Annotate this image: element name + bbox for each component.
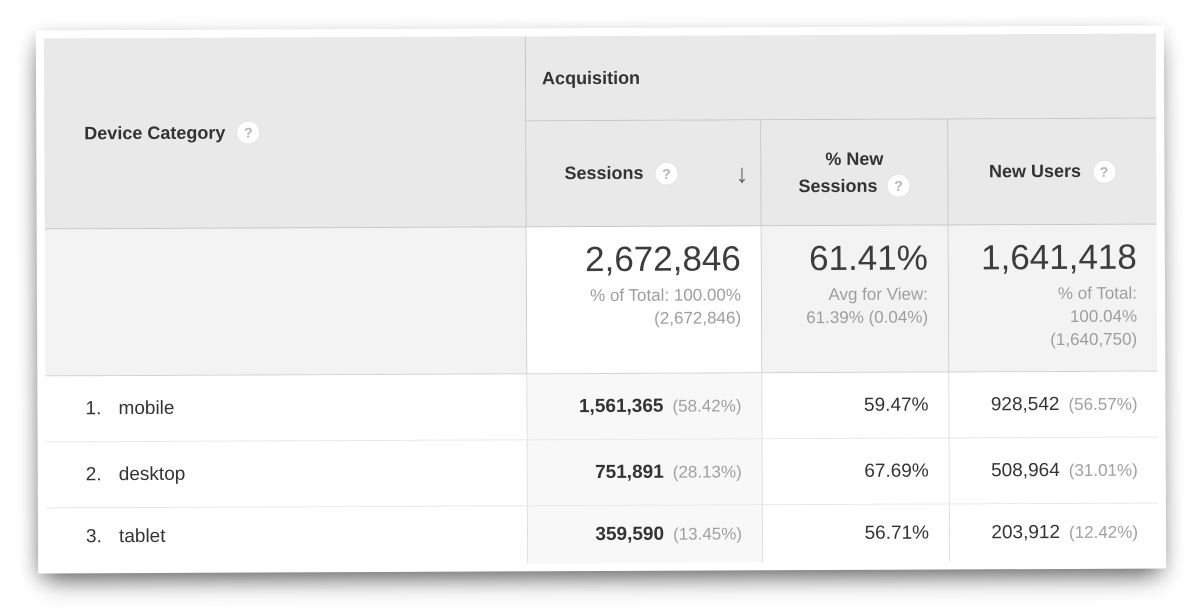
- summary-new-users-subtext-line1: % of Total:: [1057, 283, 1138, 304]
- table-row-device-cell: 3. tablet: [45, 506, 529, 566]
- sort-descending-icon[interactable]: ↓: [735, 157, 749, 188]
- new-users-share: (31.01%): [1068, 460, 1138, 480]
- column-header-sessions[interactable]: Sessions ? ↓: [526, 120, 762, 228]
- summary-new-users-subtext-line3: (1,640,750): [1050, 329, 1138, 350]
- column-header-new-users[interactable]: New Users ?: [948, 118, 1157, 226]
- table-row-device-cell: 2. desktop: [45, 440, 528, 509]
- column-header-new-sessions[interactable]: % New Sessions ?: [761, 119, 949, 227]
- summary-new-users-value: 1,641,418: [981, 237, 1137, 278]
- device-name-link[interactable]: mobile: [118, 397, 175, 419]
- table-row-device-cell: 1. mobile: [45, 374, 528, 443]
- summary-sessions-value: 2,672,846: [585, 239, 741, 280]
- summary-new-users-cell: 1,641,418 % of Total: 100.04% (1,640,750…: [948, 224, 1158, 373]
- summary-sessions-cell: 2,672,846 % of Total: 100.00% (2,672,846…: [526, 226, 763, 375]
- table-row-new-users-cell: 203,912 (12.42%): [949, 503, 1159, 562]
- help-icon[interactable]: ?: [236, 120, 261, 145]
- device-category-table: Device Category ? Acquisition Sessions ?…: [43, 33, 1159, 566]
- summary-sessions-subtext-line1: % of Total: 100.00%: [590, 285, 742, 306]
- summary-new-users-subtext-line2: 100.04%: [1069, 306, 1138, 326]
- table-row-sessions-cell: 751,891 (28.13%): [527, 439, 763, 507]
- sessions-value: 751,891: [595, 461, 664, 483]
- table-row-new-sessions-cell: 56.71%: [762, 504, 951, 563]
- sessions-share: (58.42%): [672, 395, 742, 416]
- row-rank: 2.: [85, 463, 102, 485]
- help-icon[interactable]: ?: [654, 161, 679, 186]
- device-name-link[interactable]: tablet: [118, 525, 166, 547]
- table-row-new-users-cell: 508,964 (31.01%): [949, 437, 1158, 505]
- table-row-new-sessions-cell: 59.47%: [762, 372, 950, 440]
- sessions-share: (28.13%): [672, 461, 742, 482]
- new-sessions-header-label-line1: % New: [825, 148, 884, 169]
- dimension-column-header[interactable]: Device Category ?: [43, 36, 527, 230]
- summary-new-sessions-subtext-line1: Avg for View:: [828, 284, 929, 305]
- new-sessions-value: 56.71%: [864, 522, 930, 544]
- summary-new-sessions-cell: 61.41% Avg for View: 61.39% (0.04%): [761, 225, 950, 374]
- help-icon[interactable]: ?: [886, 173, 911, 198]
- row-rank: 1.: [85, 397, 102, 419]
- help-icon[interactable]: ?: [1091, 159, 1117, 184]
- row-rank: 3.: [85, 525, 102, 547]
- summary-new-sessions-subtext-line2: 61.39% (0.04%): [806, 307, 929, 328]
- table-row-new-users-cell: 928,542 (56.57%): [949, 371, 1158, 439]
- new-sessions-value: 67.69%: [864, 460, 929, 482]
- dimension-header-label: Device Category: [84, 122, 226, 143]
- acquisition-group-header: Acquisition: [525, 33, 1157, 122]
- new-users-share: (12.42%): [1068, 522, 1139, 542]
- new-users-value: 928,542: [990, 393, 1060, 415]
- sessions-value: 1,561,365: [578, 395, 664, 417]
- new-users-value: 508,964: [991, 459, 1060, 481]
- new-users-value: 203,912: [991, 521, 1061, 543]
- new-users-share: (56.57%): [1068, 394, 1138, 414]
- table-row-sessions-cell: 1,561,365 (58.42%): [527, 373, 763, 441]
- sessions-value: 359,590: [595, 523, 665, 545]
- sessions-share: (13.45%): [672, 523, 743, 544]
- summary-sessions-subtext-line2: (2,672,846): [654, 308, 742, 328]
- acquisition-group-label: Acquisition: [541, 67, 641, 88]
- new-sessions-header-label-line2: Sessions: [798, 175, 878, 196]
- summary-dimension-cell: [44, 227, 528, 377]
- analytics-table-card: Device Category ? Acquisition Sessions ?…: [35, 25, 1167, 574]
- new-users-header-label: New Users: [988, 160, 1082, 182]
- device-name-link[interactable]: desktop: [118, 463, 186, 485]
- table-row-sessions-cell: 359,590 (13.45%): [527, 505, 764, 564]
- table-row-new-sessions-cell: 67.69%: [762, 438, 950, 506]
- summary-new-sessions-value: 61.41%: [809, 238, 928, 279]
- new-sessions-value: 59.47%: [863, 394, 929, 416]
- sessions-header-label: Sessions: [564, 162, 644, 184]
